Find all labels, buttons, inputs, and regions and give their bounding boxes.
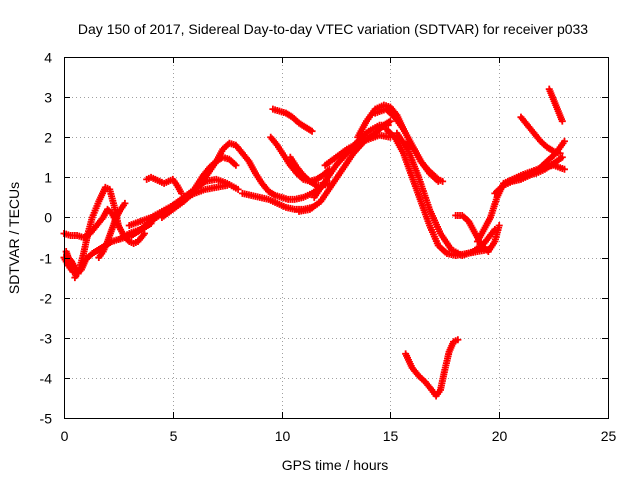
y-tick-label: 3: [44, 90, 52, 106]
series-arc-3: [71, 183, 122, 282]
y-axis-label: SDTVAR / TECUs: [6, 182, 22, 294]
y-tick-label: -3: [40, 331, 53, 347]
y-tick-label: -4: [40, 371, 53, 387]
x-tick-label: 10: [275, 428, 291, 444]
series-arc-29: [545, 85, 566, 125]
data-series: [60, 85, 568, 400]
y-tick-label: 1: [44, 170, 52, 186]
series-arc-12: [238, 149, 325, 203]
y-tick-label: 4: [44, 50, 52, 66]
series-arc-30: [402, 336, 462, 400]
data-point: [560, 137, 568, 145]
series-arc-8: [143, 173, 186, 197]
series-arc-15: [269, 105, 316, 135]
data-point: [560, 165, 568, 173]
y-tick-label: -5: [40, 411, 53, 427]
series-arc-27: [506, 153, 566, 185]
data-point: [121, 199, 129, 207]
series-arc-25: [473, 161, 568, 246]
y-tick-label: 2: [44, 130, 52, 146]
data-point: [495, 221, 503, 229]
series-arc-23: [404, 137, 447, 185]
x-tick-label: 0: [61, 428, 69, 444]
series-arc-14: [286, 153, 333, 189]
data-point: [178, 189, 186, 197]
x-tick-label: 25: [601, 428, 617, 444]
x-tick-label: 15: [383, 428, 399, 444]
x-tick-label: 20: [492, 428, 508, 444]
series-arc-22: [393, 129, 499, 260]
chart-title: Day 150 of 2017, Sidereal Day-to-day VTE…: [78, 21, 588, 37]
y-tick-label: 0: [44, 210, 52, 226]
series-arc-18: [321, 131, 394, 169]
data-point: [386, 117, 394, 125]
x-axis-label: GPS time / hours: [282, 457, 389, 473]
data-point: [454, 336, 462, 344]
grid: [64, 57, 608, 418]
plot-frame: [64, 57, 609, 419]
series-arc-28: [517, 113, 564, 157]
data-point: [232, 161, 240, 169]
data-point: [556, 149, 564, 157]
y-tick-label: -2: [40, 291, 53, 307]
data-point: [141, 229, 149, 237]
data-point: [558, 117, 566, 125]
series-arc-5: [95, 199, 129, 262]
data-point: [439, 177, 447, 185]
series-arc-13: [267, 133, 333, 185]
series-arc-10: [180, 153, 240, 205]
axis-ticks: 0 5 10 15 20 25 -5 -4 -3 -2 -1 0 1 2 3 4: [40, 50, 617, 445]
series-arc-24: [452, 211, 503, 256]
y-tick-label: -1: [40, 251, 53, 267]
data-point: [558, 153, 566, 161]
data-point: [234, 185, 242, 193]
data-point: [74, 270, 82, 278]
data-point: [308, 127, 316, 135]
x-tick-label: 5: [170, 428, 178, 444]
